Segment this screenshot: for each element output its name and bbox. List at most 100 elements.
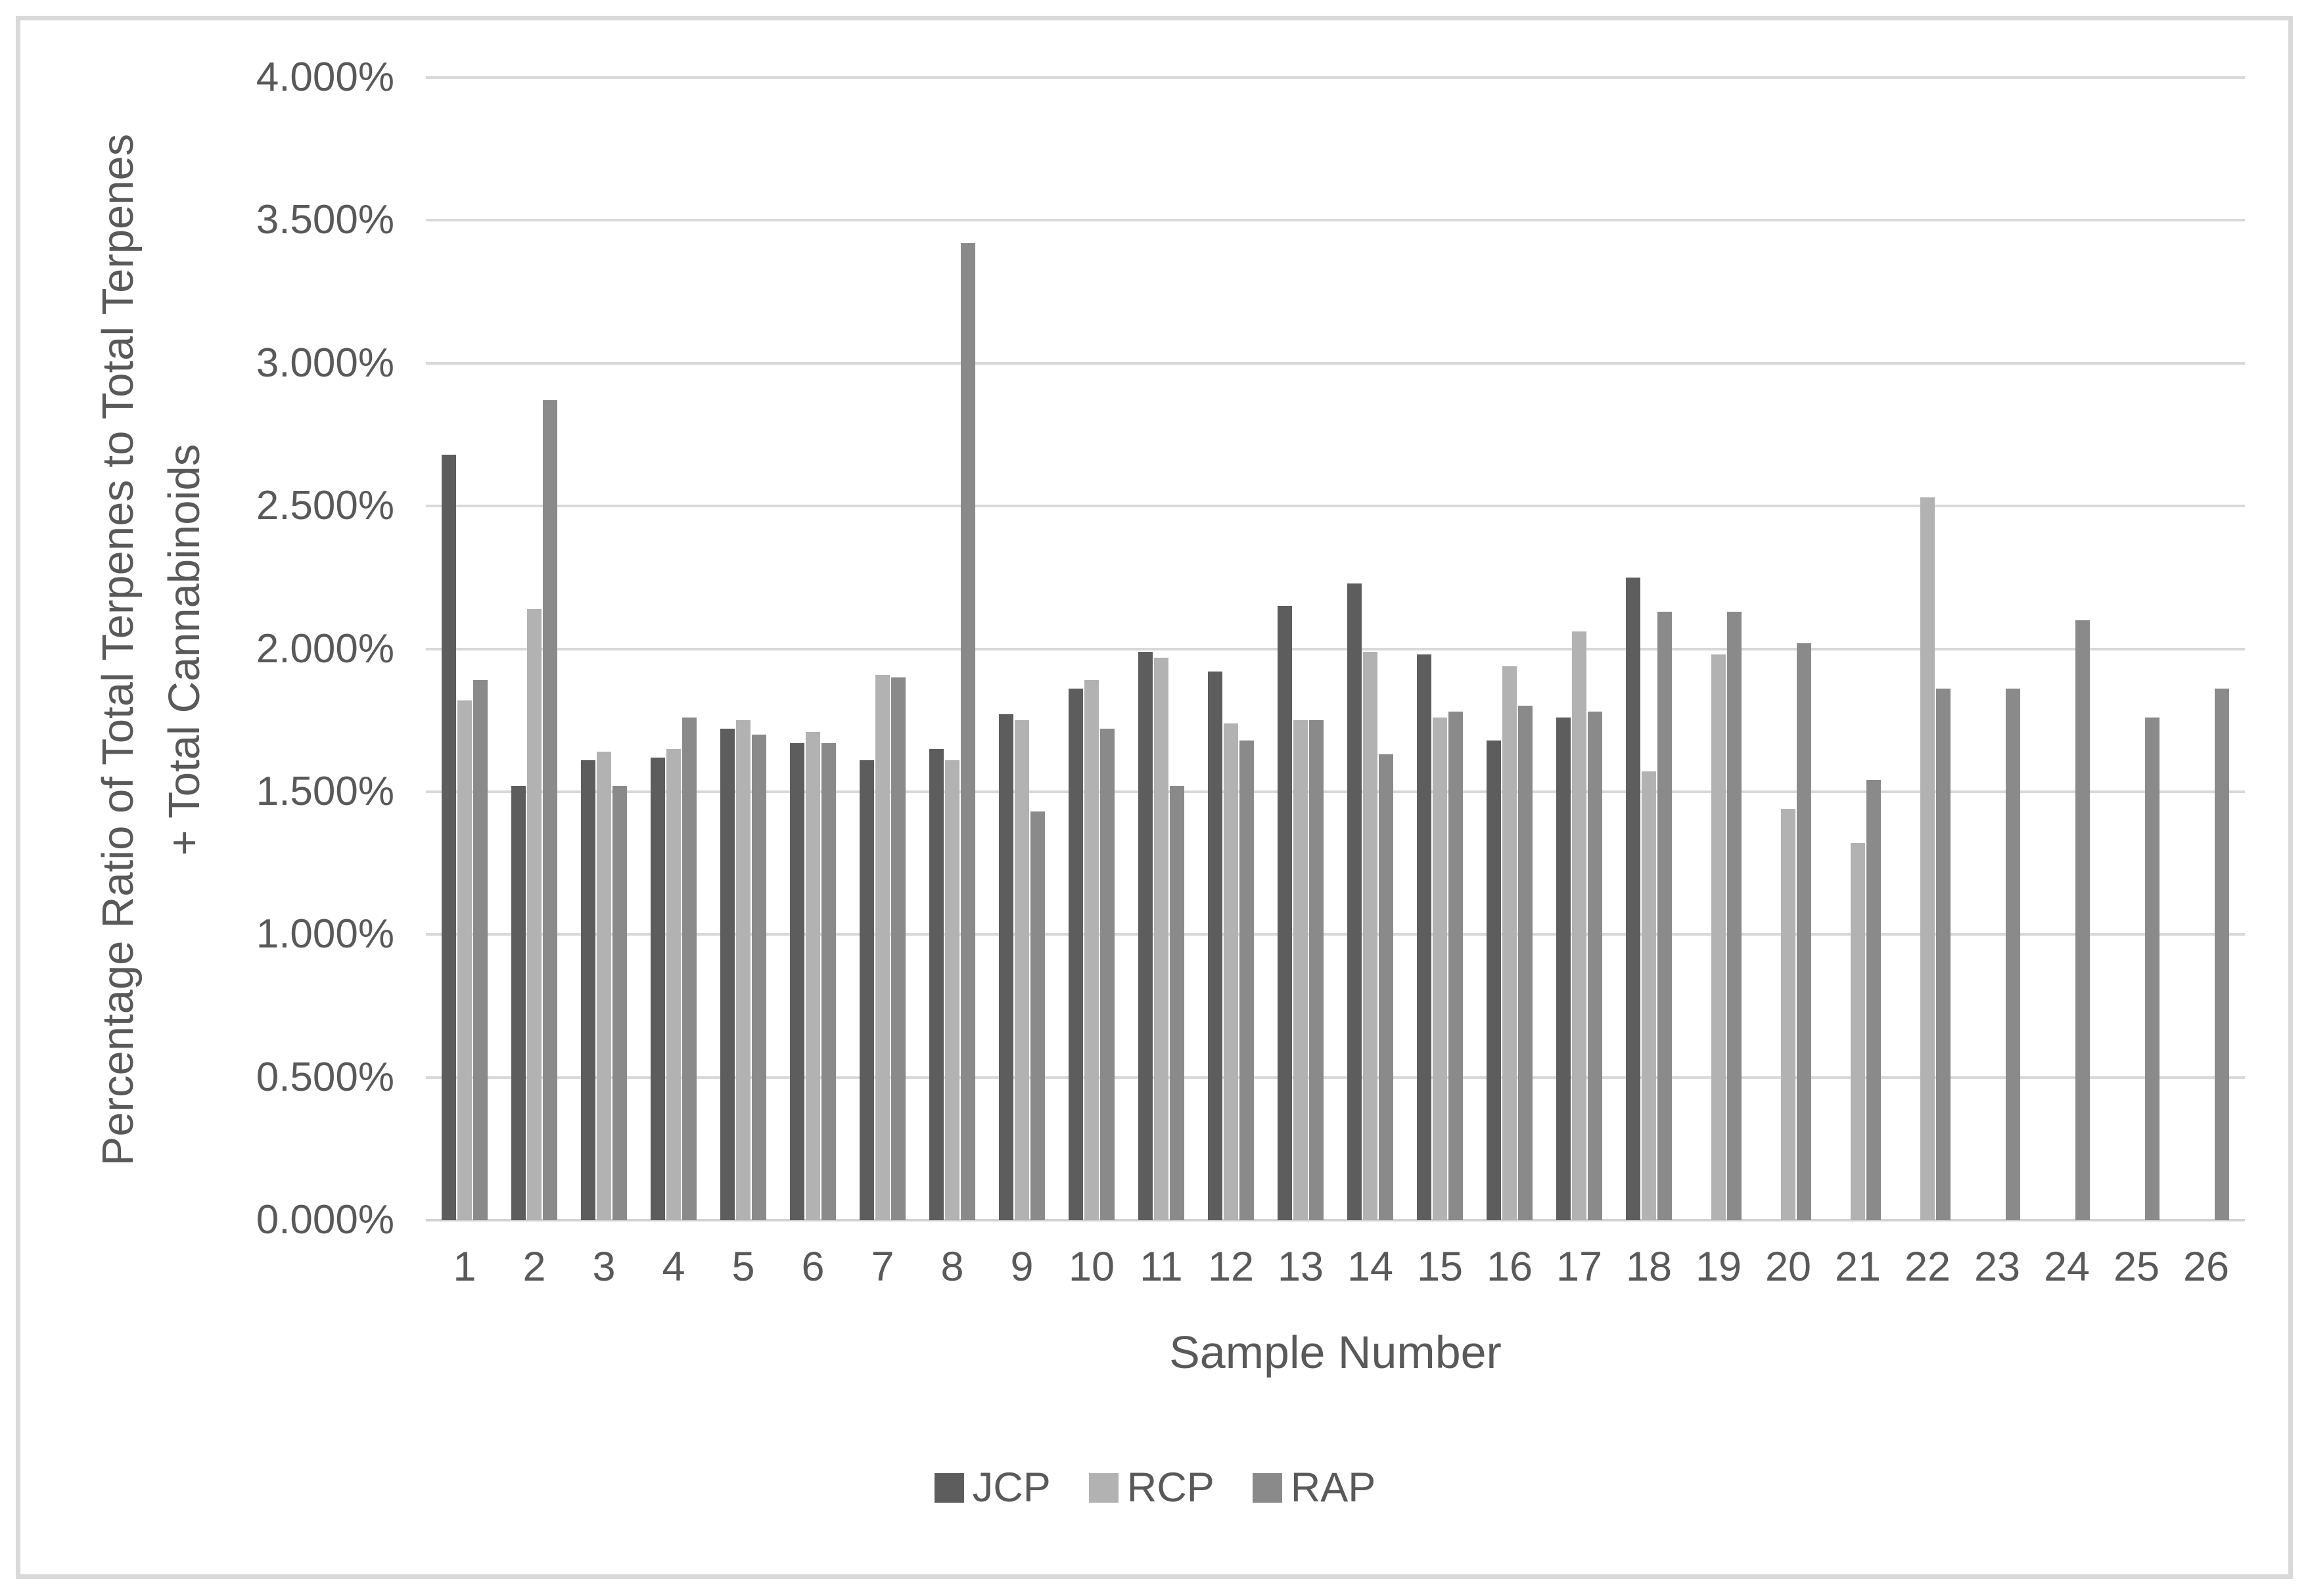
gridline-2.000%	[426, 647, 2245, 650]
bar-rcp-sample-1	[457, 700, 472, 1220]
bar-rap-sample-22	[1936, 689, 1951, 1220]
gridline-3.500%	[426, 219, 2245, 222]
x-tick-label-12: 12	[1207, 1244, 1255, 1290]
bar-group-sample-11	[1126, 78, 1196, 1220]
bar-group-sample-25	[2102, 78, 2171, 1220]
bar-rap-sample-23	[2006, 689, 2020, 1220]
y-tick-label-3.000%: 3.000%	[256, 340, 394, 386]
bar-rcp-sample-4	[666, 749, 681, 1220]
bar-rcp-sample-22	[1920, 497, 1935, 1220]
bar-jcp-sample-4	[651, 758, 665, 1220]
bar-rap-sample-18	[1657, 612, 1672, 1220]
legend-item-jcp: JCP	[934, 1464, 1051, 1511]
x-tick-label-16: 16	[1486, 1244, 1533, 1290]
bar-group-sample-1	[430, 78, 499, 1220]
gridline-2.500%	[426, 505, 2245, 508]
bar-rcp-sample-18	[1642, 771, 1656, 1220]
bar-group-sample-20	[1753, 78, 1823, 1220]
bar-rcp-sample-14	[1363, 652, 1377, 1220]
bar-jcp-sample-10	[1069, 689, 1083, 1220]
bar-rcp-sample-9	[1015, 720, 1029, 1220]
legend-label-rap: RAP	[1290, 1465, 1376, 1511]
bar-rcp-sample-7	[875, 675, 890, 1220]
bar-jcp-sample-3	[581, 760, 595, 1220]
bar-group-sample-14	[1335, 78, 1405, 1220]
x-tick-label-10: 10	[1068, 1244, 1115, 1290]
bar-rap-sample-2	[543, 400, 557, 1220]
x-tick-label-25: 25	[2113, 1244, 2160, 1290]
bar-rap-sample-8	[961, 243, 975, 1220]
legend-label-jcp: JCP	[972, 1465, 1051, 1511]
x-tick-label-19: 19	[1695, 1244, 1742, 1290]
bar-jcp-sample-5	[720, 729, 735, 1220]
bar-group-sample-15	[1405, 78, 1475, 1220]
legend-item-rcp: RCP	[1088, 1464, 1214, 1511]
bar-group-sample-2	[499, 78, 569, 1220]
bar-group-sample-3	[569, 78, 639, 1220]
bar-rcp-sample-12	[1224, 723, 1238, 1220]
bar-group-sample-21	[1823, 78, 1893, 1220]
bar-rap-sample-19	[1727, 612, 1742, 1220]
legend-swatch-jcp	[934, 1472, 964, 1503]
y-tick-label-3.500%: 3.500%	[256, 197, 394, 243]
bar-jcp-sample-15	[1417, 654, 1431, 1220]
bar-jcp-sample-8	[929, 749, 944, 1220]
x-tick-label-3: 3	[592, 1244, 616, 1290]
bar-jcp-sample-7	[860, 760, 874, 1220]
x-tick-label-7: 7	[871, 1244, 894, 1290]
bar-jcp-sample-14	[1347, 583, 1362, 1220]
legend-item-rap: RAP	[1252, 1464, 1376, 1511]
bar-rap-sample-3	[612, 786, 627, 1220]
x-tick-label-21: 21	[1834, 1244, 1882, 1290]
x-tick-label-14: 14	[1347, 1244, 1394, 1290]
gridline-0.000%	[426, 1219, 2245, 1221]
x-tick-label-20: 20	[1765, 1244, 1812, 1290]
bar-jcp-sample-2	[511, 786, 526, 1220]
bar-group-sample-4	[639, 78, 708, 1220]
bar-group-sample-6	[778, 78, 848, 1220]
gridline-4.000%	[426, 76, 2245, 79]
bar-group-sample-16	[1475, 78, 1544, 1220]
x-tick-label-2: 2	[522, 1244, 546, 1290]
legend-swatch-rap	[1252, 1472, 1282, 1503]
bar-rap-sample-12	[1239, 741, 1254, 1220]
bar-rap-sample-14	[1379, 754, 1393, 1220]
x-tick-label-4: 4	[662, 1244, 685, 1290]
bar-group-sample-18	[1614, 78, 1684, 1220]
y-tick-label-0.500%: 0.500%	[256, 1054, 394, 1100]
bar-jcp-sample-13	[1278, 606, 1292, 1220]
legend-swatch-rcp	[1088, 1472, 1119, 1503]
bar-rcp-sample-20	[1781, 809, 1795, 1220]
bar-rcp-sample-3	[597, 752, 611, 1220]
bar-rap-sample-1	[473, 680, 488, 1220]
x-tick-label-6: 6	[801, 1244, 825, 1290]
gridline-1.000%	[426, 933, 2245, 936]
bar-rcp-sample-5	[736, 720, 751, 1220]
bar-rcp-sample-16	[1502, 666, 1517, 1220]
bar-jcp-sample-12	[1208, 672, 1222, 1220]
bar-rcp-sample-2	[527, 609, 542, 1220]
gridline-3.000%	[426, 361, 2245, 365]
x-tick-label-17: 17	[1556, 1244, 1603, 1290]
bar-rcp-sample-11	[1154, 658, 1168, 1220]
bar-rap-sample-21	[1866, 780, 1881, 1220]
bar-group-sample-23	[1962, 78, 2032, 1220]
bar-rap-sample-7	[891, 677, 906, 1220]
y-tick-label-0.000%: 0.000%	[256, 1197, 394, 1243]
bar-group-sample-24	[2032, 78, 2102, 1220]
bar-group-sample-5	[708, 78, 778, 1220]
bar-rap-sample-5	[752, 735, 766, 1220]
bar-group-sample-22	[1893, 78, 1962, 1220]
bar-rcp-sample-17	[1572, 631, 1586, 1220]
x-tick-label-11: 11	[1140, 1244, 1183, 1290]
bar-group-sample-7	[848, 78, 917, 1220]
bar-group-sample-10	[1057, 78, 1126, 1220]
figure-border	[16, 16, 2293, 1579]
bar-rcp-sample-21	[1851, 843, 1865, 1220]
x-axis-title: Sample Number	[1169, 1327, 1502, 1378]
bar-rap-sample-16	[1518, 706, 1533, 1220]
y-tick-label-4.000%: 4.000%	[256, 55, 394, 100]
bar-rap-sample-24	[2075, 620, 2090, 1220]
bar-group-sample-13	[1266, 78, 1335, 1220]
x-tick-label-23: 23	[1974, 1244, 2021, 1290]
